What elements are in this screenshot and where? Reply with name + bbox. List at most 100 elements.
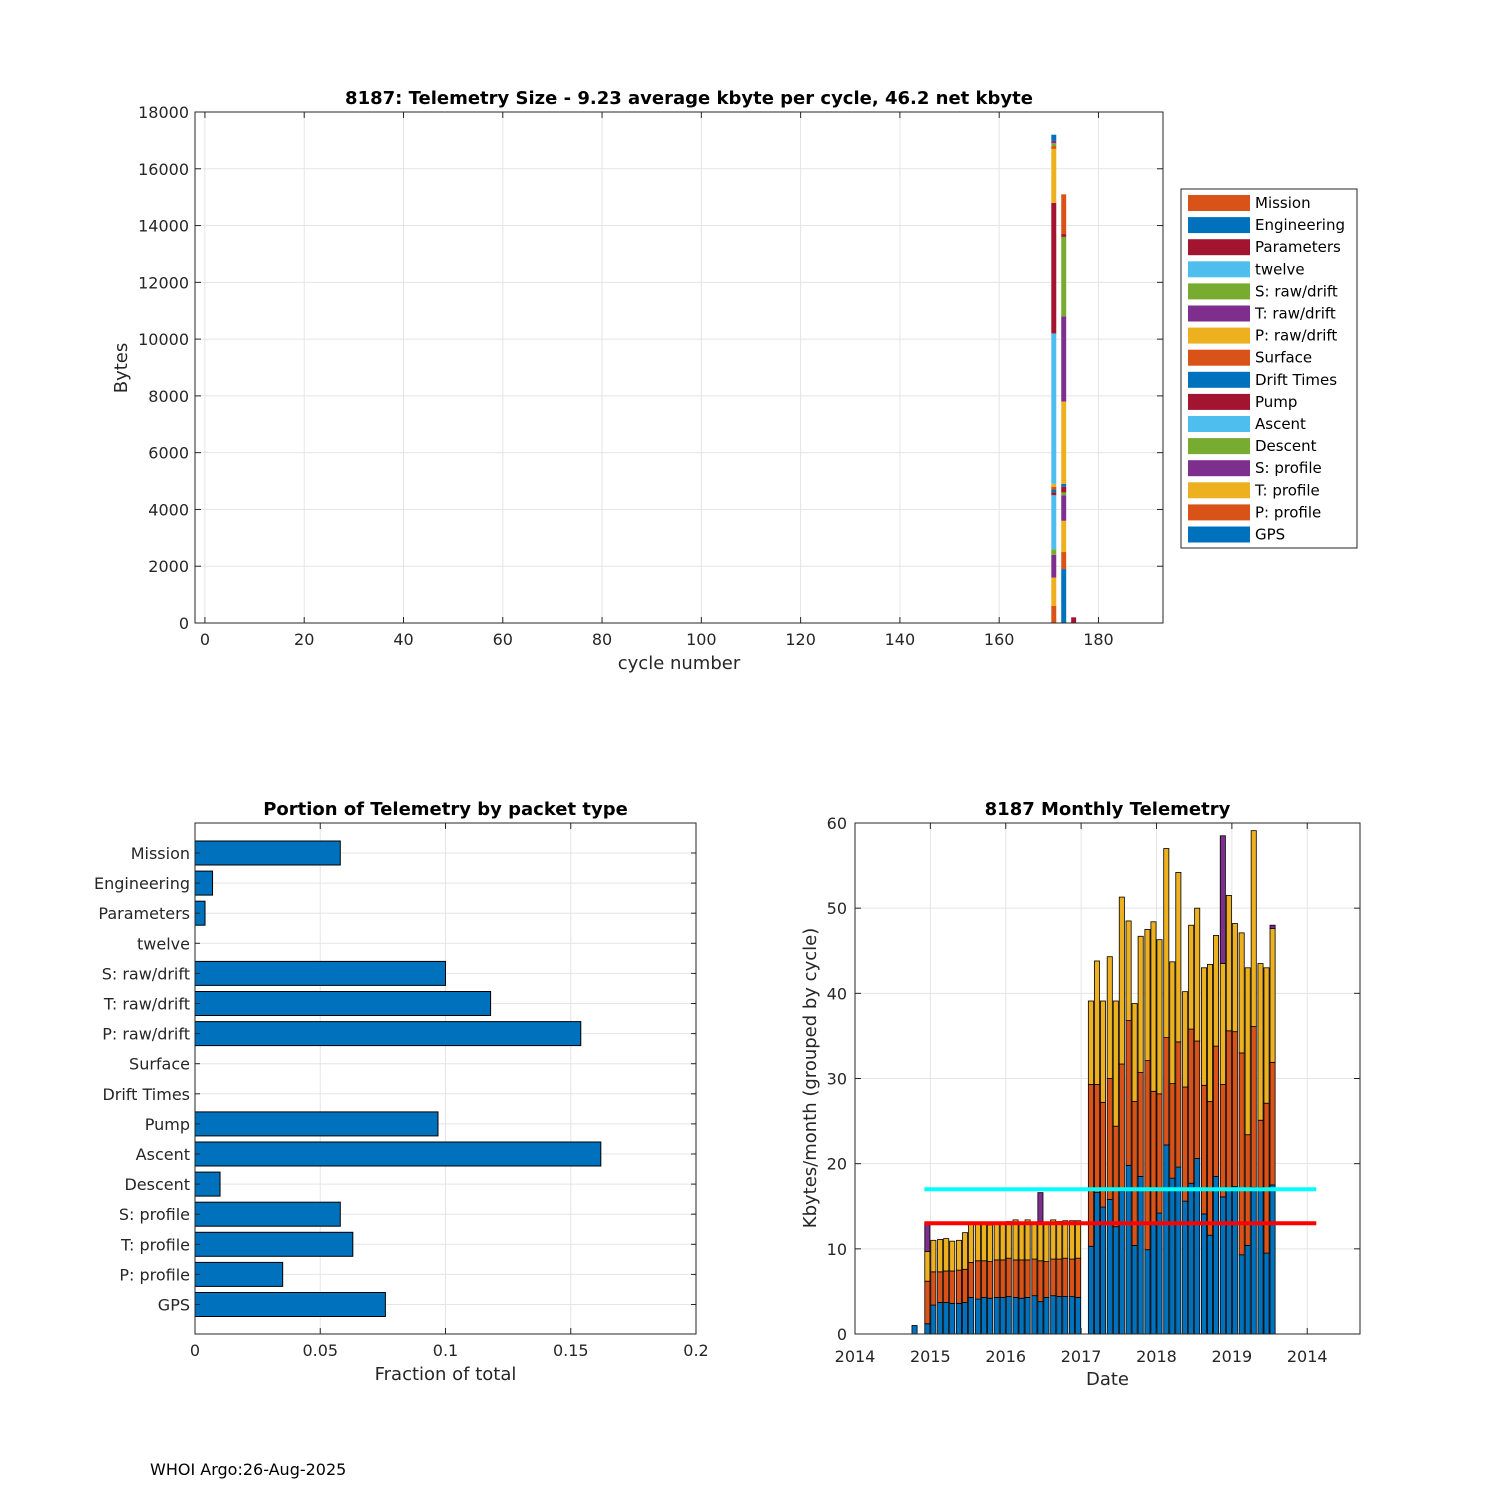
month-bar-segment	[1031, 1295, 1038, 1335]
hbar	[194, 1111, 439, 1137]
y-tick-label: 10000	[138, 330, 189, 349]
month-bar-segment	[1201, 1084, 1207, 1215]
month-bar-segment	[980, 1296, 987, 1335]
month-bar-segment	[924, 1222, 931, 1252]
category-label: T: raw/drift	[103, 995, 190, 1014]
legend-entry: Parameters	[1255, 238, 1341, 256]
month-bar-segment	[1131, 1003, 1138, 1102]
packet-type-legend: Mission Engineering Parameters twelve S: raw…	[1180, 188, 1358, 549]
month-bar-segment	[1118, 1063, 1125, 1192]
month-bar-segment	[1087, 1245, 1094, 1335]
month-bar-segment	[1257, 1187, 1264, 1335]
month-bar-segment	[949, 1240, 956, 1272]
month-bar-segment	[1031, 1258, 1038, 1297]
month-bar-segment	[999, 1259, 1006, 1298]
month-bar-segment	[1169, 1177, 1176, 1335]
legend-entry: P: profile	[1255, 503, 1321, 521]
hbar	[194, 1201, 341, 1227]
y-tick-label: 0	[837, 1325, 847, 1344]
month-bar-segment	[1144, 1249, 1151, 1335]
month-bar-segment	[1037, 1221, 1044, 1262]
month-bar-segment	[1005, 1221, 1012, 1259]
y-axis-label: Kbytes/month (grouped by cycle)	[800, 928, 821, 1228]
month-bar-segment	[1219, 835, 1226, 964]
bar-segment	[1061, 569, 1067, 623]
month-bar-segment	[1269, 928, 1276, 1063]
month-bar-segment	[1257, 1119, 1264, 1188]
hbar	[194, 1141, 602, 1167]
x-tick-label: 120	[785, 630, 816, 649]
legend-entry: Descent	[1255, 437, 1317, 455]
legend-swatch	[1188, 371, 1250, 388]
month-bar-segment	[986, 1261, 993, 1299]
month-bar-segment	[1137, 935, 1144, 1073]
y-tick-label: 14000	[138, 217, 189, 236]
x-tick-label: 160	[984, 630, 1015, 649]
month-bar-segment	[1188, 924, 1195, 1030]
month-bar-segment	[1043, 1296, 1050, 1335]
month-bar-segment	[937, 1271, 944, 1303]
month-bar-segment	[993, 1222, 1000, 1261]
month-bar-segment	[1056, 1221, 1063, 1260]
month-bar-segment	[1194, 907, 1201, 1042]
x-tick-label: 0.05	[302, 1341, 338, 1360]
month-bar-segment	[1100, 1101, 1106, 1208]
month-bar-segment	[999, 1222, 1006, 1261]
month-bar-segment	[1201, 967, 1207, 1086]
month-bar-segment	[1144, 929, 1151, 1062]
month-bar-segment	[962, 1302, 969, 1335]
month-bar-segment	[1150, 1090, 1157, 1224]
month-bar-segment	[911, 1325, 918, 1335]
month-bar-segment	[1269, 1184, 1276, 1335]
month-bar-segment	[974, 1260, 981, 1300]
month-bar-segment	[1056, 1258, 1063, 1297]
month-bar-segment	[980, 1260, 987, 1298]
x-tick-label: 0	[190, 1341, 200, 1360]
month-bar-segment	[968, 1296, 975, 1335]
month-bar-segment	[1112, 1000, 1119, 1127]
month-bar-segment	[1194, 1158, 1201, 1335]
legend-swatch	[1188, 460, 1250, 477]
month-bar-segment	[1201, 1213, 1207, 1335]
month-bar-segment	[1118, 896, 1125, 1065]
month-bar-segment	[1037, 1260, 1044, 1303]
bar-segment	[1061, 483, 1067, 487]
legend-entry: S: profile	[1255, 459, 1322, 477]
x-tick-label: 2018	[1136, 1347, 1177, 1366]
month-bar-segment	[1131, 1245, 1138, 1335]
category-label: Surface	[129, 1055, 190, 1074]
month-bar-segment	[962, 1268, 969, 1303]
month-bar-segment	[999, 1296, 1006, 1335]
hbar	[194, 1261, 284, 1287]
x-tick-label: 180	[1083, 630, 1114, 649]
bar-segment	[1061, 520, 1067, 553]
legend-swatch	[1188, 217, 1250, 234]
month-bar-segment	[1093, 1084, 1100, 1194]
month-bar-segment	[1175, 1166, 1182, 1335]
legend-entry: P: raw/drift	[1255, 327, 1337, 345]
bar-segment	[1051, 333, 1057, 484]
x-tick-label: 60	[493, 630, 513, 649]
legend-swatch	[1188, 305, 1250, 322]
x-tick-label: 2015	[910, 1347, 951, 1366]
month-bar-segment	[1156, 1212, 1163, 1335]
month-bar-segment	[1075, 1220, 1082, 1259]
x-tick-label: 100	[686, 630, 717, 649]
category-label: Descent	[124, 1175, 190, 1194]
bar-segment	[1061, 495, 1067, 521]
legend-entry: Engineering	[1255, 216, 1345, 234]
y-tick-label: 20	[827, 1155, 847, 1174]
month-bar-segment	[1244, 1245, 1251, 1335]
month-bar-segment	[1263, 967, 1270, 1104]
y-tick-label: 16000	[138, 160, 189, 179]
x-tick-label: 80	[592, 630, 612, 649]
month-bar-segment	[1269, 924, 1276, 930]
month-bar-segment	[1050, 1219, 1057, 1260]
month-bar-segment	[1250, 830, 1257, 1027]
chart-title: 8187 Monthly Telemetry	[985, 799, 1231, 820]
month-bar-segment	[1062, 1220, 1069, 1259]
legend-swatch	[1188, 482, 1250, 499]
month-bar-segment	[1169, 961, 1176, 1085]
month-bar-segment	[1238, 932, 1245, 1054]
category-label: Mission	[131, 844, 190, 863]
